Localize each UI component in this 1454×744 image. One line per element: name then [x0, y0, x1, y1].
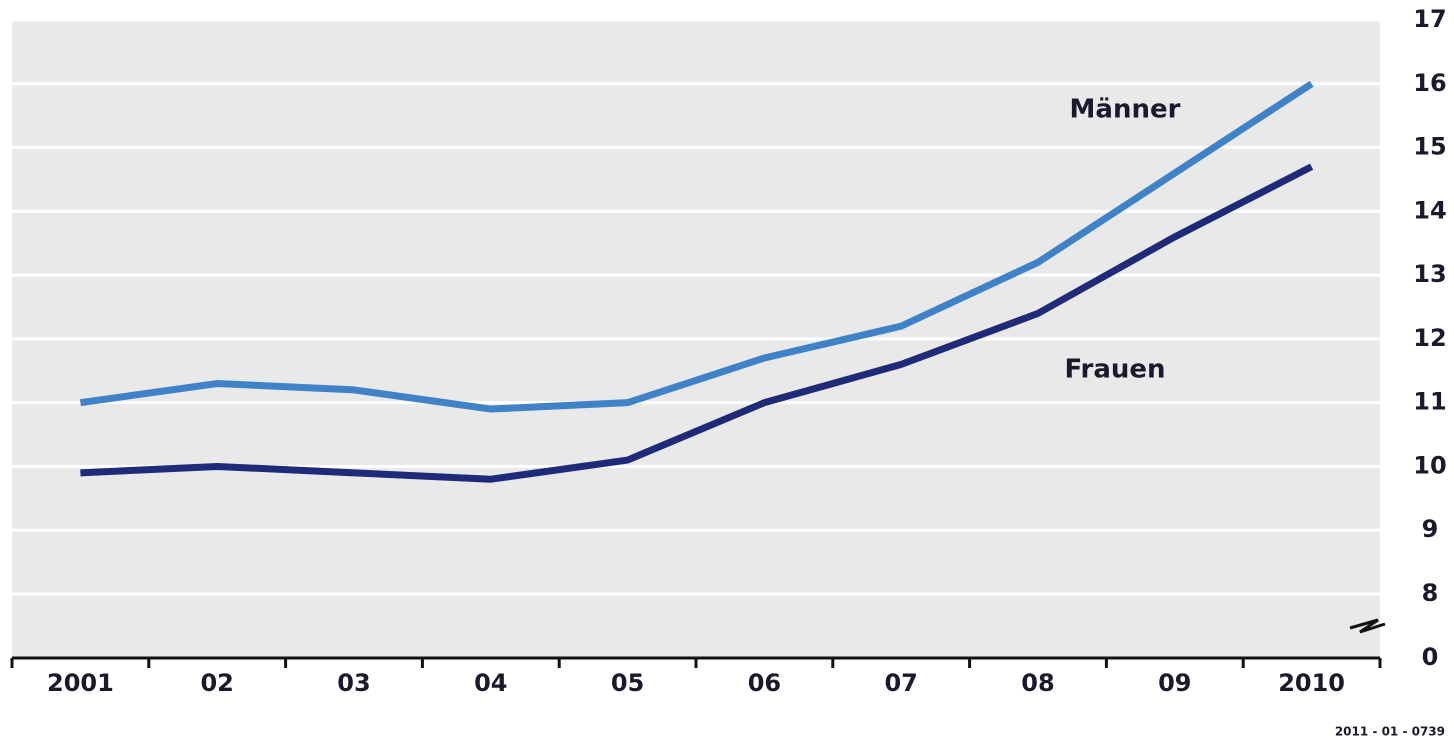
x-tick-label: 2001 [47, 669, 114, 697]
x-tick-label: 05 [611, 669, 644, 697]
series-label: Frauen [1064, 355, 1165, 385]
x-tick-label: 06 [748, 669, 781, 697]
series-line [79, 80, 1314, 413]
x-tick-label: 08 [1021, 669, 1054, 697]
source: 2011 - 01 - 0739 [1335, 725, 1445, 739]
y-tick-label: 0 [1422, 643, 1439, 671]
series-line [80, 163, 1314, 483]
series-label: Männer [1070, 95, 1181, 125]
x-tick-label: 09 [1158, 669, 1191, 697]
y-tick-label: 16 [1413, 69, 1446, 97]
y-tick-label: 9 [1422, 515, 1439, 543]
y-tick-label: 8 [1422, 579, 1439, 607]
x-tick-label: 02 [200, 669, 233, 697]
y-tick-label: 17 [1413, 5, 1446, 33]
y-tick-label: 13 [1413, 260, 1446, 288]
x-tick-label: 03 [337, 669, 370, 697]
x-tick-label: 2010 [1278, 669, 1345, 697]
x-tick-label: 04 [474, 669, 507, 697]
axis-break [1349, 618, 1386, 634]
y-tick-label: 11 [1413, 388, 1446, 416]
y-tick-label: 14 [1413, 196, 1446, 224]
y-tick-label: 10 [1413, 451, 1446, 479]
x-tick-label: 07 [884, 669, 917, 697]
y-tick-label: 12 [1413, 324, 1446, 352]
y-tick-label: 15 [1413, 133, 1446, 161]
